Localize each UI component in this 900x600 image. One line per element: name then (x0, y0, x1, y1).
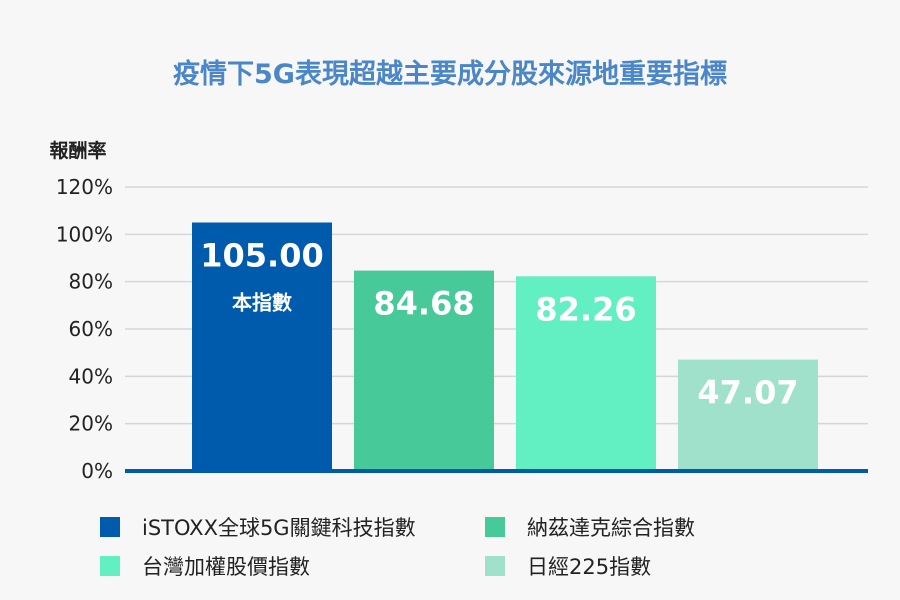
legend-item: iSTOXX全球5G關鍵科技指數 (100, 512, 416, 542)
legend-item: 日經225指數 (485, 551, 651, 581)
y-axis-label: 報酬率 (49, 139, 106, 162)
bar (192, 222, 332, 471)
bar-value-label: 84.68 (373, 285, 474, 323)
bar-value-label: 82.26 (535, 290, 636, 328)
bar (678, 359, 818, 471)
y-tick-label: 80% (69, 270, 113, 294)
y-tick-label: 60% (69, 317, 113, 341)
legend-item: 納茲達克綜合指數 (485, 512, 695, 542)
legend-label: iSTOXX全球5G關鍵科技指數 (142, 516, 416, 540)
bar (354, 270, 494, 471)
y-tick-label: 40% (69, 364, 113, 388)
legend-swatch (100, 556, 120, 576)
legend-swatch (485, 517, 505, 537)
bar-sublabel: 本指數 (232, 291, 292, 315)
legend-swatch (485, 556, 505, 576)
legend-label: 納茲達克綜合指數 (527, 516, 695, 540)
bar-value-label: 47.07 (697, 374, 798, 412)
y-tick-label: 100% (56, 222, 113, 246)
chart-title: 疫情下5G表現超越主要成分股來源地重要指標 (173, 59, 727, 90)
legend-item: 台灣加權股價指數 (100, 551, 310, 581)
legend-swatch (100, 517, 120, 537)
legend-label: 台灣加權股價指數 (142, 555, 310, 579)
bar-value-label: 105.00 (200, 237, 323, 275)
y-tick-label: 20% (69, 412, 113, 436)
y-tick-label: 120% (56, 175, 113, 199)
y-tick-label: 0% (81, 459, 113, 483)
bar (516, 276, 656, 471)
x-axis-line (125, 469, 868, 473)
legend-label: 日經225指數 (527, 555, 652, 579)
